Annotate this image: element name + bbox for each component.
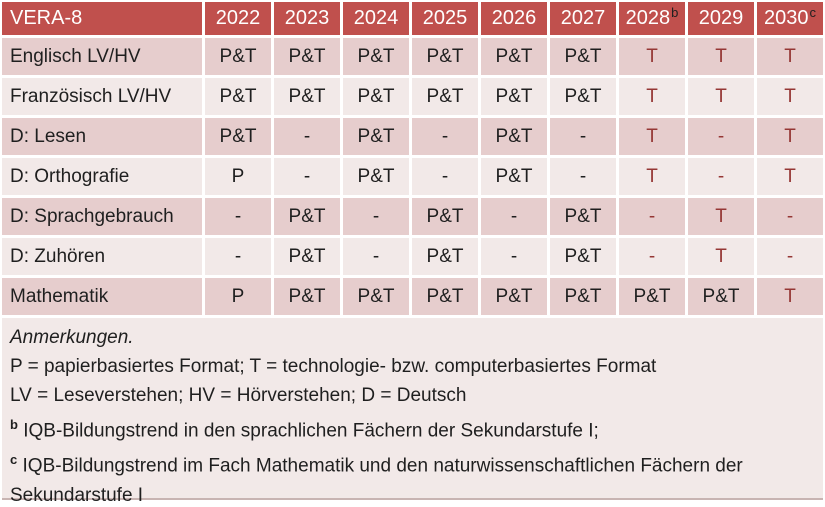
format-cell: - [343,198,409,235]
format-cell: T [619,38,685,75]
format-cell: - [757,238,823,275]
format-cell: T [688,198,754,235]
year-header-2022: 2022 [205,2,271,35]
format-cell: P&T [412,38,478,75]
format-cell: - [619,238,685,275]
format-cell: P&T [205,38,271,75]
footnote-marker: b [10,417,18,432]
format-cell: P&T [412,238,478,275]
format-cell: P&T [550,238,616,275]
note-line: b IQB-Bildungstrend in den sprachlichen … [10,417,599,442]
table-title: VERA-8 [2,2,202,35]
format-cell: - [343,238,409,275]
format-cell: T [619,158,685,195]
format-cell: P&T [481,118,547,155]
format-cell: P&T [274,278,340,315]
format-cell: - [481,238,547,275]
table-notes: Anmerkungen. P = papierbasiertes Format;… [2,318,823,506]
format-cell: P&T [343,278,409,315]
year-header-2028: 2028 b [619,2,685,35]
format-cell: P&T [343,78,409,115]
format-cell: - [481,198,547,235]
note-line: P = papierbasiertes Format; T = technolo… [10,356,657,377]
format-cell: P&T [274,78,340,115]
format-cell: T [757,78,823,115]
format-cell: P&T [481,158,547,195]
row-label: Mathematik [2,278,202,315]
row-label: Englisch LV/HV [2,38,202,75]
format-cell: T [688,78,754,115]
format-cell: T [757,278,823,315]
note-line: c IQB-Bildungstrend im Fach Mathematik u… [10,452,743,506]
row-label: D: Sprachgebrauch [2,198,202,235]
format-cell: - [412,158,478,195]
format-cell: T [619,78,685,115]
format-cell: - [688,118,754,155]
year-header-2027: 2027 [550,2,616,35]
format-cell: P&T [550,38,616,75]
format-cell: P&T [274,38,340,75]
format-cell: - [550,158,616,195]
year-header-2029: 2029 [688,2,754,35]
format-cell: P&T [274,198,340,235]
row-label: D: Lesen [2,118,202,155]
year-header-2023: 2023 [274,2,340,35]
format-cell: P&T [412,198,478,235]
year-header-2030: 2030 c [757,2,823,35]
format-cell: - [688,158,754,195]
row-label: D: Orthografie [2,158,202,195]
year-header-2026: 2026 [481,2,547,35]
format-cell: T [688,238,754,275]
note-line: LV = Leseverstehen; HV = Hörverstehen; D… [10,385,467,406]
format-cell: P&T [274,238,340,275]
format-cell: - [274,118,340,155]
notes-heading: Anmerkungen. [10,327,134,348]
format-cell: T [619,118,685,155]
format-cell: P&T [205,78,271,115]
format-cell: P&T [412,278,478,315]
format-cell: - [412,118,478,155]
row-label: Französisch LV/HV [2,78,202,115]
format-cell: P&T [619,278,685,315]
format-cell: P&T [688,278,754,315]
format-cell: P&T [205,118,271,155]
format-cell: T [688,38,754,75]
footnote-marker: c [10,452,18,468]
vera8-table: VERA-8 2022 2023 2024 2025 2026 2027 2028 b 2029… [0,0,825,315]
format-cell: P&T [412,78,478,115]
row-label: D: Zuhören [2,238,202,275]
format-cell: - [205,238,271,275]
format-cell: - [757,198,823,235]
format-cell: P&T [550,78,616,115]
format-cell: P&T [550,198,616,235]
format-cell: P&T [481,278,547,315]
format-cell: - [205,198,271,235]
year-header-2024: 2024 [343,2,409,35]
format-cell: - [619,198,685,235]
format-cell: T [757,38,823,75]
format-cell: P [205,158,271,195]
format-cell: P [205,278,271,315]
format-cell: P&T [343,158,409,195]
format-cell: P&T [481,38,547,75]
format-cell: P&T [550,278,616,315]
format-cell: T [757,118,823,155]
format-cell: P&T [481,78,547,115]
format-cell: P&T [343,118,409,155]
format-cell: P&T [343,38,409,75]
format-cell: - [274,158,340,195]
format-cell: T [757,158,823,195]
year-header-2025: 2025 [412,2,478,35]
format-cell: - [550,118,616,155]
